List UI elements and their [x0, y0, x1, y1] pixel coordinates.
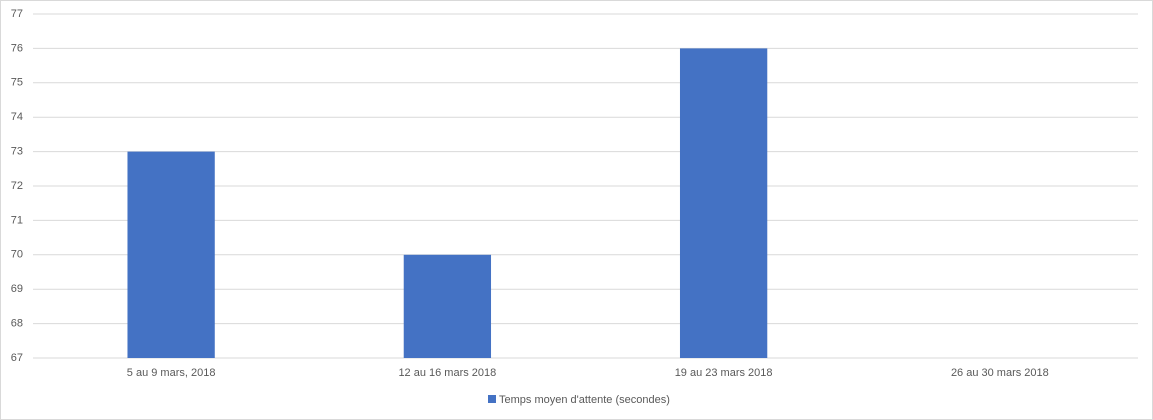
- y-tick-label: 72: [11, 180, 23, 192]
- y-tick-label: 77: [11, 8, 23, 20]
- legend-label: Temps moyen d'attente (secondes): [499, 394, 670, 406]
- y-tick-label: 73: [11, 146, 23, 158]
- legend-swatch: [488, 395, 496, 403]
- x-tick-label: 12 au 16 mars 2018: [398, 367, 496, 379]
- y-tick-label: 67: [11, 352, 23, 364]
- y-tick-label: 68: [11, 318, 23, 330]
- bar: [403, 254, 492, 358]
- y-tick-label: 69: [11, 283, 23, 295]
- x-tick-label: 26 au 30 mars 2018: [951, 367, 1049, 379]
- x-tick-label: 19 au 23 mars 2018: [675, 367, 773, 379]
- y-tick-label: 74: [11, 111, 23, 123]
- y-tick-label: 70: [11, 249, 23, 261]
- y-tick-label: 76: [11, 42, 23, 54]
- legend-item: Temps moyen d'attente (secondes): [488, 394, 670, 406]
- bar: [127, 151, 215, 358]
- x-tick-label: 5 au 9 mars, 2018: [127, 367, 216, 379]
- bar: [679, 48, 768, 359]
- y-tick-label: 75: [11, 77, 23, 89]
- y-tick-label: 71: [11, 214, 23, 226]
